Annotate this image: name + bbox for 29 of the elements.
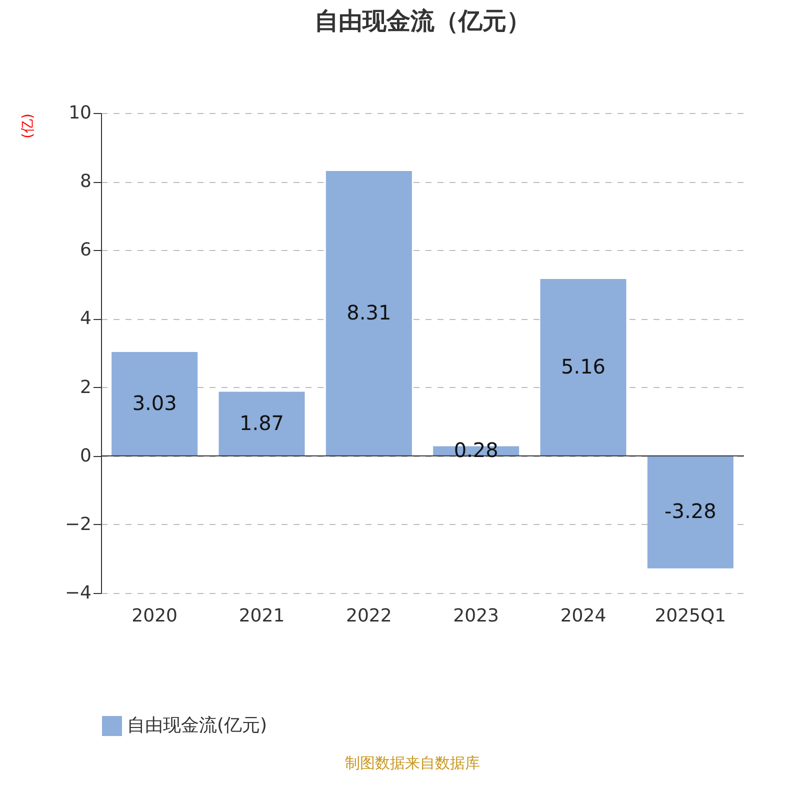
- y-axis-title: (亿): [20, 114, 36, 138]
- bar: [647, 456, 734, 568]
- x-tick-label: 2020: [132, 606, 178, 626]
- legend-label: 自由现金流(亿元): [127, 715, 268, 736]
- x-tick-label: 2023: [453, 606, 499, 626]
- y-tick-label: 2: [80, 376, 92, 398]
- bar: [540, 278, 626, 456]
- bar: [218, 392, 305, 456]
- bar: [326, 170, 412, 456]
- y-tick-label: 6: [80, 240, 92, 261]
- x-tick-label: 2022: [346, 606, 392, 626]
- data-label: 0.28: [454, 438, 498, 462]
- data-label: 1.87: [239, 410, 284, 435]
- x-tick-label: 2025Q1: [654, 606, 726, 626]
- y-tick-label: −2: [64, 514, 92, 535]
- y-tick-label: 8: [80, 171, 92, 192]
- bar: [112, 352, 198, 456]
- y-tick-label: 10: [68, 102, 92, 124]
- data-label: 3.03: [132, 390, 177, 415]
- data-label: 5.16: [560, 354, 606, 378]
- data-label: -3.28: [664, 499, 716, 524]
- data-label: 8.31: [346, 300, 392, 324]
- y-tick-label: −4: [64, 582, 92, 604]
- x-tick-label: 2021: [238, 606, 285, 626]
- x-tick-label: 2024: [560, 606, 606, 626]
- y-tick-label: 4: [80, 308, 92, 330]
- chart-title: 自由现金流（亿元）: [314, 7, 530, 35]
- text: 制图数据来自数据库: [345, 754, 480, 772]
- y-tick-label: 0: [80, 445, 92, 466]
